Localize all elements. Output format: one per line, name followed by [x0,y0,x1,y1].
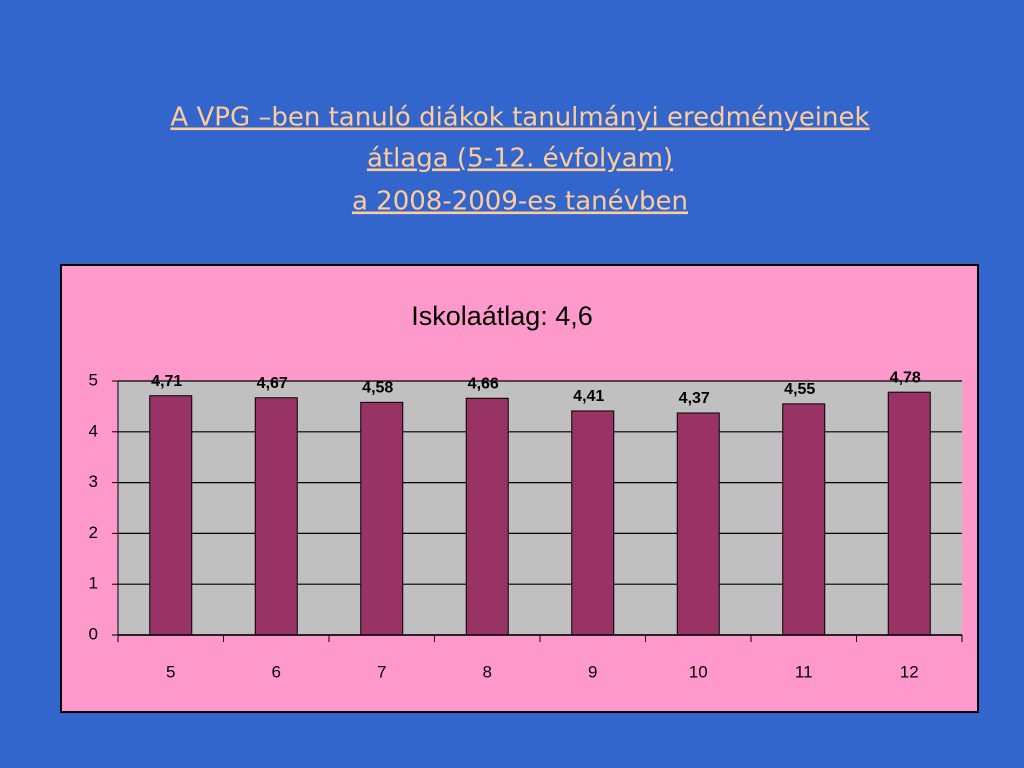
x-tick-label: 11 [795,662,813,681]
y-tick-label: 1 [89,574,98,593]
value-label: 4,78 [890,369,921,386]
y-tick-label: 5 [89,370,98,389]
slide-title: átlaga (5-12. évfolyam) [367,144,673,174]
bar [571,410,615,636]
y-tick-label: 2 [89,523,98,542]
value-label: 4,66 [468,375,499,392]
x-tick-label: 6 [272,662,281,681]
x-tick-label: 12 [900,662,919,681]
plot-area [118,381,962,635]
value-label: 4,58 [362,380,393,397]
y-tick-label: 0 [89,624,98,643]
x-tick-label: 7 [377,662,386,681]
x-tick-label: 8 [483,662,492,681]
bar [149,395,193,636]
value-label: 4,67 [257,375,288,392]
value-label: 4,37 [679,390,710,407]
bar [254,397,298,636]
slide-title: A VPG –ben tanuló diákok tanulmányi ered… [170,103,869,133]
value-label: 4,71 [151,373,182,390]
value-label: 4,55 [784,381,815,398]
y-tick-label: 3 [89,472,98,491]
x-tick-label: 10 [689,662,708,681]
bar [887,391,931,636]
slide-title: a 2008-2009-es tanévben [352,187,688,217]
chart-title: Iskolaátlag: 4,6 [411,301,593,331]
bar [360,401,404,636]
x-tick-label: 5 [166,662,175,681]
y-tick-label: 4 [89,421,98,440]
value-label: 4,41 [573,388,604,405]
bar [782,403,826,636]
bar [676,412,720,636]
bar [465,397,509,636]
x-tick-label: 9 [588,662,597,681]
